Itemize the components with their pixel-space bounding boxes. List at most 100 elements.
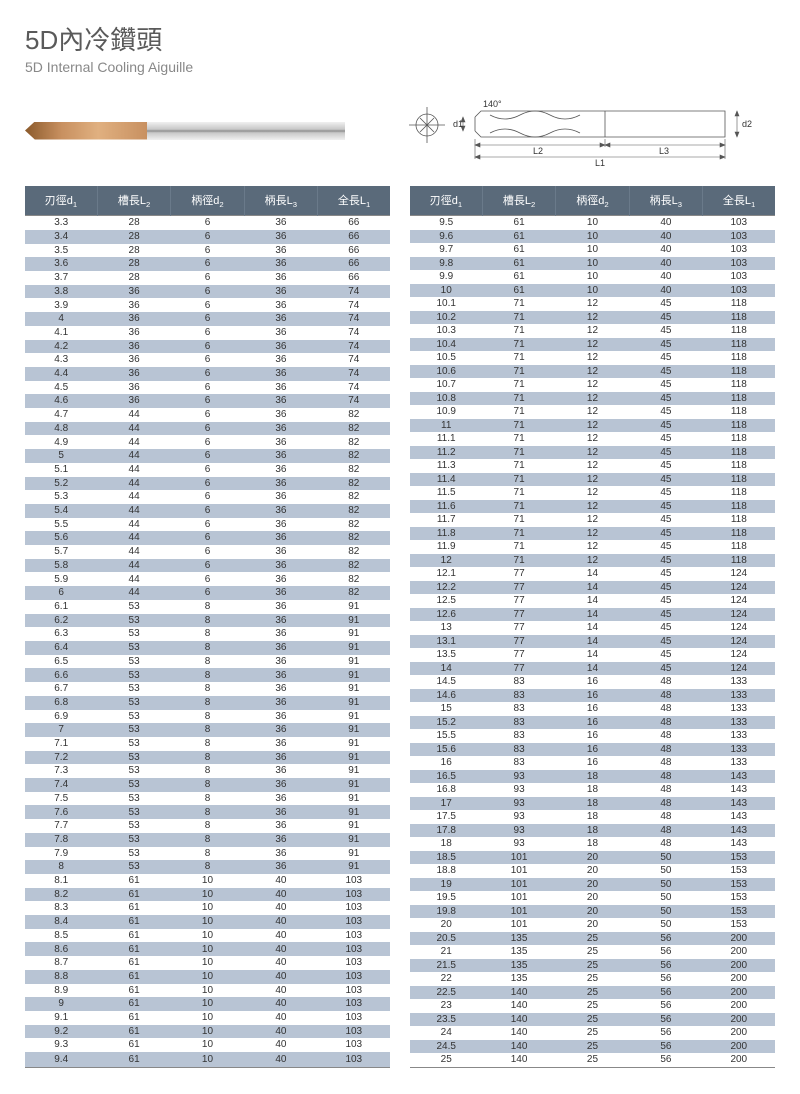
table-cell: 36 — [244, 586, 317, 600]
table-cell: 8 — [171, 792, 244, 806]
table-row: 14771445124 — [410, 662, 775, 676]
table-cell: 74 — [318, 285, 390, 299]
table-cell: 200 — [703, 1026, 775, 1040]
table-cell: 153 — [703, 891, 775, 905]
table-cell: 18 — [556, 837, 629, 851]
table-cell: 93 — [482, 810, 555, 824]
diagram-label-l1: L1 — [595, 158, 605, 168]
table-row: 8.3611040103 — [25, 901, 390, 915]
table-row: 8.9611040103 — [25, 984, 390, 998]
table-row: 43663674 — [25, 312, 390, 326]
table-row: 9.7611040103 — [410, 243, 775, 257]
column-header: 柄徑d2 — [171, 186, 244, 216]
table-cell: 8 — [171, 627, 244, 641]
table-cell: 12 — [556, 405, 629, 419]
table-cell: 10.6 — [410, 365, 482, 379]
table-cell: 10.9 — [410, 405, 482, 419]
table-cell: 133 — [703, 756, 775, 770]
table-cell: 82 — [318, 449, 390, 463]
table-cell: 12 — [556, 500, 629, 514]
table-row: 9611040103 — [25, 997, 390, 1011]
table-cell: 118 — [703, 459, 775, 473]
table-cell: 10 — [556, 243, 629, 257]
table-cell: 45 — [629, 419, 702, 433]
table-row: 14.6831648133 — [410, 689, 775, 703]
table-cell: 71 — [482, 311, 555, 325]
table-cell: 53 — [97, 696, 170, 710]
table-cell: 56 — [629, 1040, 702, 1054]
table-cell: 91 — [318, 655, 390, 669]
table-cell: 36 — [244, 257, 317, 271]
table-cell: 11.2 — [410, 446, 482, 460]
table-cell: 36 — [244, 504, 317, 518]
table-cell: 36 — [244, 805, 317, 819]
table-cell: 12 — [556, 419, 629, 433]
table-cell: 200 — [703, 986, 775, 1000]
table-cell: 103 — [703, 230, 775, 244]
table-cell: 14 — [556, 621, 629, 635]
table-cell: 40 — [629, 284, 702, 298]
table-cell: 44 — [97, 545, 170, 559]
table-cell: 21 — [410, 945, 482, 959]
table-cell: 28 — [97, 216, 170, 230]
table-cell: 18.5 — [410, 851, 482, 865]
table-row: 23.51402556200 — [410, 1013, 775, 1027]
table-cell: 3.6 — [25, 257, 97, 271]
table-row: 5.34463682 — [25, 490, 390, 504]
table-cell: 77 — [482, 621, 555, 635]
table-cell: 45 — [629, 527, 702, 541]
table-cell: 101 — [482, 891, 555, 905]
table-cell: 118 — [703, 324, 775, 338]
table-row: 8.6611040103 — [25, 942, 390, 956]
table-cell: 153 — [703, 918, 775, 932]
table-cell: 77 — [482, 567, 555, 581]
table-cell: 118 — [703, 554, 775, 568]
table-cell: 6.5 — [25, 655, 97, 669]
table-cell: 40 — [629, 257, 702, 271]
table-cell: 71 — [482, 419, 555, 433]
table-cell: 82 — [318, 586, 390, 600]
table-cell: 7.6 — [25, 805, 97, 819]
table-cell: 61 — [97, 1052, 170, 1067]
table-cell: 8 — [171, 860, 244, 874]
table-cell: 40 — [244, 915, 317, 929]
table-cell: 8 — [171, 778, 244, 792]
table-row: 6.75383691 — [25, 682, 390, 696]
table-cell: 103 — [318, 956, 390, 970]
table-cell: 12 — [556, 324, 629, 338]
table-cell: 36 — [97, 326, 170, 340]
table-cell: 36 — [244, 847, 317, 861]
table-row: 22.51402556200 — [410, 986, 775, 1000]
table-cell: 53 — [97, 833, 170, 847]
table-cell: 118 — [703, 365, 775, 379]
table-cell: 48 — [629, 783, 702, 797]
table-cell: 12 — [556, 365, 629, 379]
table-cell: 14 — [556, 594, 629, 608]
table-row: 10.2711245118 — [410, 311, 775, 325]
table-cell: 15.2 — [410, 716, 482, 730]
table-cell: 40 — [244, 901, 317, 915]
table-cell: 45 — [629, 378, 702, 392]
table-row: 16.5931848143 — [410, 770, 775, 784]
table-cell: 16 — [556, 756, 629, 770]
table-cell: 140 — [482, 986, 555, 1000]
table-cell: 200 — [703, 945, 775, 959]
table-row: 11711245118 — [410, 419, 775, 433]
table-cell: 36 — [244, 230, 317, 244]
table-cell: 74 — [318, 367, 390, 381]
table-cell: 82 — [318, 504, 390, 518]
table-cell: 124 — [703, 608, 775, 622]
table-cell: 36 — [97, 394, 170, 408]
table-cell: 25 — [410, 1053, 482, 1067]
table-cell: 44 — [97, 572, 170, 586]
table-row: 9.2611040103 — [25, 1025, 390, 1039]
table-cell: 140 — [482, 1013, 555, 1027]
table-cell: 53 — [97, 600, 170, 614]
table-cell: 8.9 — [25, 984, 97, 998]
table-cell: 74 — [318, 353, 390, 367]
table-row: 10.4711245118 — [410, 338, 775, 352]
table-cell: 10.8 — [410, 392, 482, 406]
table-cell: 7.9 — [25, 847, 97, 861]
drill-shank-graphic — [147, 122, 344, 140]
table-row: 211352556200 — [410, 945, 775, 959]
